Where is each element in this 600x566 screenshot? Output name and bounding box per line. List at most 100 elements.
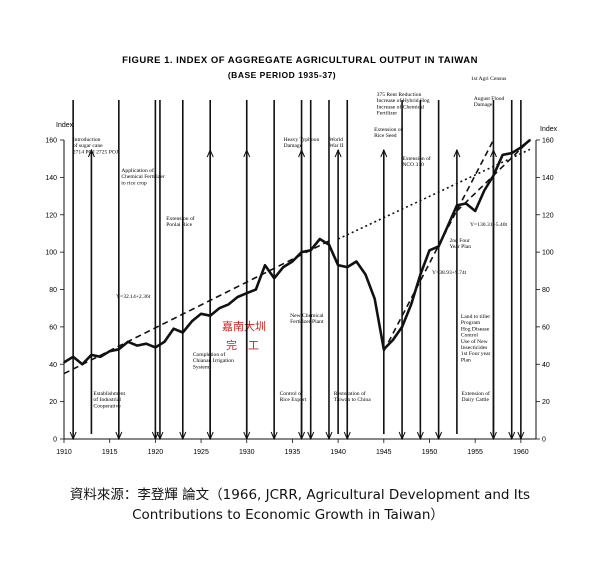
axes: 1910 1915 1920 1925 1930 1935 1940 1945 1950 1955… [45, 138, 553, 457]
event-arrow [298, 431, 306, 441]
data-point [81, 363, 84, 366]
event-arrow [325, 431, 333, 441]
data-point [264, 264, 266, 267]
event-arrow [489, 431, 497, 441]
event-arrow [343, 431, 351, 441]
x-tick-label: 1935 [285, 449, 301, 456]
event-arrow [435, 431, 443, 441]
x-tick-label: 1920 [148, 449, 164, 456]
x-tick-label: 1955 [467, 449, 483, 456]
chart-title: FIGURE 1. INDEX OF AGGREGATE AGRICULTURA… [122, 55, 478, 66]
event-label-line: of sugar cane [73, 142, 103, 149]
data-point [419, 273, 422, 276]
x-tick-label: 1925 [193, 449, 209, 456]
event-label: World War II [329, 137, 343, 149]
event-label-line: War II [329, 143, 343, 149]
event-label-line: Chianan Irrigation [193, 358, 234, 364]
event-label-line: 2nd Four [449, 238, 469, 244]
event-arrow [69, 431, 77, 441]
data-point [181, 331, 184, 334]
event-arrow [156, 431, 164, 441]
data-point [437, 245, 440, 248]
data-point [364, 273, 367, 276]
stamp-completed: 完 工 [226, 338, 259, 352]
event-label-line: Land to tiller [461, 314, 490, 320]
data-point [282, 266, 285, 268]
event-label-line: Control of [280, 390, 303, 397]
event-labels: Establishment of Industrial Cooperative Int… [73, 76, 506, 409]
y-tick-label-left: 140 [45, 175, 57, 182]
event-label-line: 1st Four year [461, 351, 491, 357]
data-point [172, 327, 175, 330]
event-label-line: Introduction [73, 137, 101, 143]
event-label-line: of Industrial [93, 396, 121, 403]
event-label: New Chemical Fertilizer Plant [290, 313, 324, 325]
data-point [254, 288, 257, 291]
data-point [501, 154, 504, 156]
data-point [492, 174, 495, 177]
event-label-line: Increase of Hybrid Hog [377, 97, 430, 104]
data-point [136, 344, 138, 347]
event-label-line: Insecticides [461, 345, 487, 351]
data-point [218, 307, 221, 310]
event-label-line: Establishment [93, 391, 125, 397]
x-tick-label: 1945 [376, 449, 392, 456]
event-label: Restoration of Taiwan to China [334, 390, 371, 403]
data-point [127, 340, 129, 343]
event-label-line: Extension of [402, 155, 431, 162]
data-point [465, 202, 467, 205]
event-arrow [517, 431, 525, 441]
data-point [456, 204, 458, 207]
data-point [428, 249, 431, 252]
event-arrow [243, 148, 251, 158]
event-label-line: NCO 310 [402, 162, 424, 168]
event-label-line: Fertilizer Plant [290, 319, 324, 325]
event-label: Land to tiller Program Hog Disease Control U… [461, 314, 491, 363]
y-tick-label-right: 160 [542, 138, 554, 145]
event-label: Completion of Chianan Irrigation System [193, 351, 234, 370]
event-arrow [380, 148, 388, 158]
event-label-line: Completion of [193, 351, 226, 358]
x-tick-label: 1930 [239, 449, 255, 456]
data-point [200, 312, 202, 315]
data-point [337, 264, 340, 267]
series-line [63, 138, 531, 366]
data-point [446, 225, 449, 227]
event-arrow [508, 431, 516, 441]
data-point [510, 152, 513, 154]
equation-postwar-1: Y=38.93+9.74t [432, 270, 467, 276]
x-tick-label: 1960 [513, 449, 529, 456]
data-point [108, 350, 111, 353]
event-label-line: to rice crop [121, 180, 147, 186]
x-tick-label: 1915 [102, 449, 118, 456]
event-arrow [398, 431, 406, 441]
event-label-line: New Chemical [290, 313, 324, 319]
event-label-line: Use of New [461, 338, 489, 345]
data-point [474, 210, 477, 212]
y-tick-label-left: 80 [49, 287, 57, 294]
source-caption-line-1: 資料來源：李登輝 論文（1966, JCRR, Agricultural Dev… [69, 487, 531, 503]
event-arrow [416, 431, 424, 441]
y-tick-label-right: 80 [542, 287, 550, 294]
y-tick-label-right: 40 [542, 362, 550, 369]
event-label-line: Rice Export [280, 397, 307, 403]
event-arrow [307, 431, 315, 441]
event-label: Application of Chemical Fertilizer to rice… [121, 167, 164, 186]
x-tick-label: 1950 [422, 449, 438, 456]
event-arrow [489, 148, 497, 158]
event-label-line: Hog Disease [461, 326, 490, 332]
data-point [410, 303, 413, 306]
event-label-line: Taiwan to China [334, 397, 371, 403]
event-label-line: Increase of Chemical [377, 103, 425, 110]
data-point [191, 320, 193, 323]
y-tick-label-right: 60 [542, 324, 550, 331]
data-point [227, 303, 230, 306]
event-arrow [115, 431, 123, 441]
data-point [346, 266, 349, 268]
event-label-line: Rice Seed [374, 133, 397, 139]
event-label-line: World [329, 137, 343, 143]
event-label-line: System [193, 364, 210, 370]
event-label-line: Dairy Cattle [461, 397, 489, 403]
event-label-line: 1st Agri Census [471, 76, 506, 82]
data-point [373, 297, 376, 300]
